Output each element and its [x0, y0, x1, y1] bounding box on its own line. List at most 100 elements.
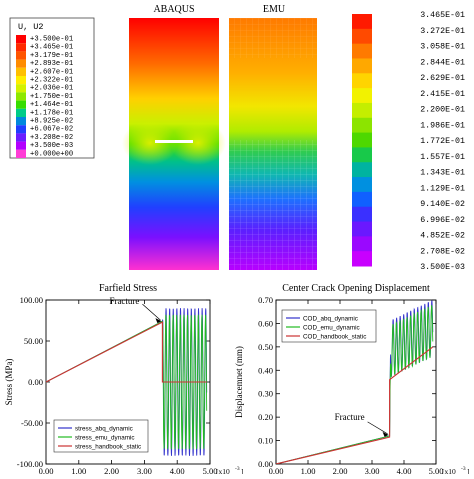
emu-contour [229, 18, 317, 270]
legend-value: +2.893e-01 [30, 60, 73, 68]
x-tick-label: 5.00 [429, 466, 444, 474]
series-line-COD_emu_dynamic [276, 305, 434, 464]
plot-area [46, 308, 208, 456]
colorbar-value: 1.986E-01 [420, 121, 465, 130]
colorbar-value: 1.129E-01 [420, 184, 465, 193]
y-tick-label: 0.50 [258, 342, 273, 352]
series-legend-frame [53, 419, 149, 453]
legend-swatch [16, 117, 26, 126]
x-tick-label: 0.00 [269, 466, 284, 474]
x-unit: [x10 [216, 467, 230, 474]
legend-swatch [16, 43, 26, 52]
emu-label: EMU [263, 4, 286, 15]
fracture-annotation: Fracture [335, 412, 365, 422]
legend-swatch [16, 59, 26, 68]
annotation-arrowhead [382, 431, 389, 437]
legend-value: +6.067e-02 [30, 126, 73, 134]
legend-value: +2.322e-01 [30, 77, 73, 85]
x-tick-label: 1.00 [301, 466, 316, 474]
x-tick-label: 3.00 [137, 466, 152, 474]
chart-title: Farfield Stress [99, 283, 157, 294]
legend-entry: stress_handbook_static [75, 444, 141, 451]
x-tick-label: 1.00 [71, 466, 86, 474]
y-axis-label: Displacemnet (mm) [234, 346, 244, 418]
x-tick-label: 5.00 [203, 466, 218, 474]
annotation-arrow [142, 303, 161, 321]
series-legend: COD_abq_dynamic COD_emu_dynamic COD_handbo… [281, 309, 377, 343]
colorbar-value: 2.844E-01 [420, 58, 465, 67]
legend-swatch [16, 84, 26, 93]
colorbar-value: 3.272E-01 [420, 27, 465, 36]
x-tick-label: 2.00 [333, 466, 348, 474]
colorbar-segment [352, 88, 372, 104]
abaqus-label: ABAQUS [153, 4, 194, 15]
legend-value: +1.178e-01 [30, 109, 73, 117]
legend-value: +1.750e-01 [30, 93, 73, 101]
colorbar-segment [352, 221, 372, 237]
x-tick-label: 2.00 [104, 466, 119, 474]
series-line-COD_handbook_static [276, 346, 434, 464]
y-tick-label: 0.40 [258, 365, 273, 375]
colorbar-segment [352, 251, 372, 267]
x-unit-exponent: -3 [461, 466, 466, 472]
series-legend-frame [281, 309, 377, 343]
x-tick-label: 3.00 [365, 466, 380, 474]
legend-swatch [16, 141, 26, 150]
y-tick-label: 0.20 [258, 412, 273, 422]
abaqus-crack-glow-right [170, 121, 226, 165]
colorbar-segment [352, 191, 372, 208]
y-tick-label: 50.00 [24, 336, 43, 346]
crack-opening-chart: Center Crack Opening Displacement 0.70 0.6… [234, 283, 470, 476]
y-tick-label: 0.00 [258, 459, 273, 469]
contour-legend: U, U2 +3.500e-01+3.465e-01+3.179e-01+2.8… [9, 17, 95, 159]
colorbar-segment [352, 206, 372, 223]
legend-swatch [16, 125, 26, 134]
legend-swatch [16, 149, 26, 158]
colorbar-segment [352, 162, 372, 178]
colorbar-value: 2.200E-01 [420, 106, 465, 115]
plot-frame [275, 299, 437, 465]
colorbar-value: 2.708E-02 [420, 247, 465, 256]
legend-swatch [16, 76, 26, 85]
fracture-annotation: Fracture [109, 296, 139, 306]
x-tick-label: 4.00 [397, 466, 412, 474]
series-line-stress_handbook_static [46, 321, 207, 383]
colorbar-value: 3.465E-01 [420, 11, 465, 20]
colorbar-value: 2.415E-01 [420, 90, 465, 99]
legend-value: +1.464e-01 [30, 101, 73, 109]
colorbar-value: 1.772E-01 [420, 137, 465, 146]
legend-swatch [16, 133, 26, 142]
abaqus-crack [155, 140, 193, 143]
y-tick-label: -100.00 [17, 459, 43, 469]
contour-legend-title: U, U2 [18, 22, 44, 32]
x-tick-label: 4.00 [170, 466, 185, 474]
y-axis-label: Stress (MPa) [4, 359, 14, 406]
x-unit: [x10 [442, 467, 456, 474]
colorbar-segment [352, 14, 372, 30]
x-unit-close: ] [241, 467, 244, 474]
colorbar-value: 3.500E-03 [420, 263, 465, 272]
y-tick-label: 0.60 [258, 318, 273, 328]
legend-swatch [16, 108, 26, 117]
legend-value: +2.036e-01 [30, 85, 73, 93]
legend-value: +3.500e-03 [30, 142, 73, 150]
legend-value: +3.179e-01 [30, 52, 73, 60]
legend-swatch [16, 51, 26, 60]
chart-title: Center Crack Opening Displacement [282, 283, 430, 294]
colorbar-value: 6.996E-02 [420, 216, 465, 225]
y-tick-label: 0.00 [28, 377, 43, 387]
legend-value: +0.000e+00 [30, 150, 73, 158]
abaqus-crack-glow-left [122, 121, 178, 165]
legend-entry: COD_handbook_static [303, 334, 366, 341]
colorbar-value: 3.058E-01 [420, 43, 465, 52]
colorbar-segment [352, 102, 372, 119]
legend-swatch [16, 35, 26, 44]
colorbar-segment [352, 147, 372, 163]
legend-entry: stress_abq_dynamic [75, 426, 133, 433]
colorbar-value: 2.629E-01 [420, 74, 465, 83]
annotation-arrowhead [155, 318, 162, 324]
legend-swatch [16, 100, 26, 109]
legend-value: +8.925e-02 [30, 118, 73, 126]
